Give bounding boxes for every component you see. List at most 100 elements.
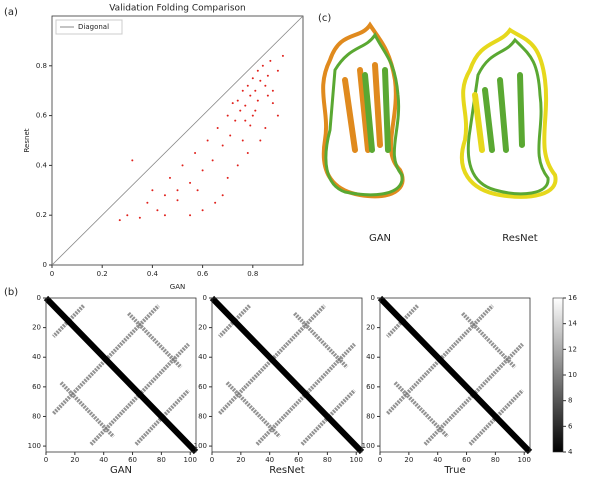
scatter-point — [163, 194, 166, 197]
x-tick-label: 20 — [404, 456, 413, 464]
legend-label: Diagonal — [78, 23, 109, 31]
scatter-point — [254, 89, 257, 92]
x-axis-label: GAN — [110, 465, 132, 476]
scatter-point — [261, 64, 264, 67]
scatter-point — [234, 119, 237, 122]
scatter-point — [281, 54, 284, 57]
x-tick-label: 60 — [294, 456, 303, 464]
x-tick-label: 0 — [378, 456, 382, 464]
scatter-point — [221, 194, 224, 197]
scatter-point — [249, 94, 252, 97]
scatter-point — [151, 189, 154, 192]
x-axis-label: True — [443, 465, 465, 476]
scatter-point — [189, 181, 192, 184]
x-tick-label: 100 — [184, 456, 197, 464]
y-tick-label: 80 — [366, 412, 375, 420]
plot-frame — [379, 297, 531, 453]
y-tick-label: 40 — [366, 353, 375, 361]
y-tick-label: 0.6 — [36, 112, 48, 120]
scatter-point — [131, 159, 134, 162]
contact-band — [127, 312, 183, 369]
protein-structures — [321, 21, 558, 199]
x-tick-label: 60 — [128, 456, 137, 464]
scatter-point — [146, 201, 149, 204]
scatter-point — [156, 209, 159, 212]
scatter-point — [276, 114, 279, 117]
scatter-point — [201, 209, 204, 212]
scatter-point — [246, 151, 249, 154]
x-tick-label: 40 — [99, 456, 108, 464]
scatter-point — [254, 109, 257, 112]
scatter-point — [226, 114, 229, 117]
y-tick-label: 0.4 — [36, 161, 48, 169]
contact-diagonal — [43, 295, 199, 455]
scatter-point — [251, 114, 254, 117]
y-axis-label: Resnet — [23, 128, 31, 152]
x-tick-label: 0.6 — [197, 270, 209, 278]
x-tick-label: 0 — [44, 456, 48, 464]
y-tick-label: 80 — [198, 412, 207, 420]
scatter-point — [276, 69, 279, 72]
plot-frame — [45, 297, 197, 453]
structure-label: ResNet — [502, 233, 537, 244]
y-tick-label: 40 — [198, 353, 207, 361]
scatter-point — [249, 124, 252, 127]
scatter-point — [231, 102, 234, 105]
x-tick-label: 60 — [462, 456, 471, 464]
y-tick-label: 20 — [198, 324, 207, 332]
y-tick-label: 100 — [362, 442, 375, 450]
x-axis-label: ResNet — [269, 465, 304, 476]
scatter-point — [194, 151, 197, 154]
heatmap-image — [43, 295, 199, 455]
scatter-point — [241, 139, 244, 142]
colorbar-tick-label: 8 — [568, 397, 572, 405]
contact-band — [393, 381, 449, 438]
y-tick-label: 0 — [43, 261, 47, 269]
panel-label: (b) — [4, 287, 18, 298]
y-tick-label: 100 — [28, 442, 41, 450]
y-tick-label: 0 — [371, 294, 375, 302]
scatter-point — [176, 189, 179, 192]
scatter-point — [266, 94, 269, 97]
scatter-point — [259, 79, 262, 82]
colorbar-tick-label: 14 — [568, 320, 577, 328]
scatter-point — [189, 214, 192, 217]
legend-box — [55, 19, 123, 35]
structure-label: GAN — [369, 233, 391, 244]
heatmap-image — [209, 295, 365, 455]
x-tick-label: 0 — [50, 270, 54, 278]
diagonal-line — [51, 15, 304, 266]
y-tick-label: 60 — [366, 383, 375, 391]
scatter-point — [138, 216, 141, 219]
scatter-point — [244, 104, 247, 107]
scatter-point — [181, 164, 184, 167]
x-tick-label: 80 — [323, 456, 332, 464]
panel-label: (c) — [318, 13, 331, 24]
scatter-point — [259, 139, 262, 142]
x-tick-label: 80 — [157, 456, 166, 464]
scatter-point — [271, 102, 274, 105]
scatter-point — [229, 134, 232, 137]
scatter-point — [216, 127, 219, 130]
scatter-point — [176, 199, 179, 202]
scatter-point — [236, 164, 239, 167]
y-tick-label: 20 — [366, 324, 375, 332]
scatter-point — [226, 176, 229, 179]
chart-title: Validation Folding Comparison — [109, 4, 246, 14]
x-tick-label: 20 — [236, 456, 245, 464]
x-tick-label: 40 — [433, 456, 442, 464]
scatter-point — [196, 189, 199, 192]
scatter-point — [271, 89, 274, 92]
x-axis-label: GAN — [170, 283, 185, 291]
y-tick-label: 60 — [32, 383, 41, 391]
scatter-point — [264, 127, 267, 130]
scatter-point — [266, 74, 269, 77]
contact-diagonal — [209, 295, 365, 455]
x-tick-label: 0.2 — [97, 270, 108, 278]
y-tick-label: 80 — [32, 412, 41, 420]
colorbar-tick-label: 4 — [568, 448, 573, 456]
scatter-point — [246, 84, 249, 87]
x-tick-label: 20 — [70, 456, 79, 464]
scatter-point — [239, 109, 242, 112]
colorbar-tick-label: 16 — [568, 294, 577, 302]
